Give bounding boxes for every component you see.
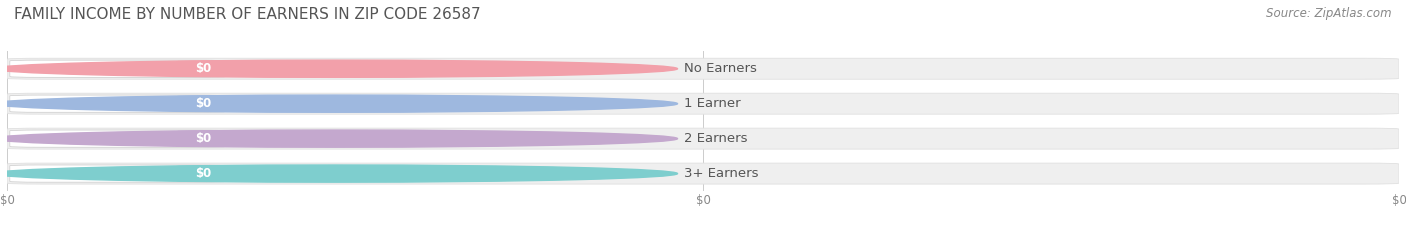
FancyBboxPatch shape [7,128,1399,149]
Text: 2 Earners: 2 Earners [685,132,748,145]
Text: $0: $0 [195,97,211,110]
FancyBboxPatch shape [177,61,229,77]
FancyBboxPatch shape [7,163,1399,184]
Circle shape [0,130,678,147]
Circle shape [0,95,678,112]
FancyBboxPatch shape [10,165,225,182]
Text: $0: $0 [195,62,211,75]
Text: Source: ZipAtlas.com: Source: ZipAtlas.com [1267,7,1392,20]
FancyBboxPatch shape [10,95,225,112]
FancyBboxPatch shape [177,96,229,112]
Text: $0: $0 [195,132,211,145]
Text: FAMILY INCOME BY NUMBER OF EARNERS IN ZIP CODE 26587: FAMILY INCOME BY NUMBER OF EARNERS IN ZI… [14,7,481,22]
Text: 1 Earner: 1 Earner [685,97,741,110]
Text: $0: $0 [195,167,211,180]
FancyBboxPatch shape [10,60,225,77]
Text: 3+ Earners: 3+ Earners [685,167,759,180]
Circle shape [0,60,678,77]
Text: No Earners: No Earners [685,62,758,75]
Circle shape [0,165,678,182]
FancyBboxPatch shape [7,93,1399,114]
FancyBboxPatch shape [7,58,1399,79]
FancyBboxPatch shape [177,130,229,147]
FancyBboxPatch shape [177,165,229,182]
FancyBboxPatch shape [10,130,225,147]
